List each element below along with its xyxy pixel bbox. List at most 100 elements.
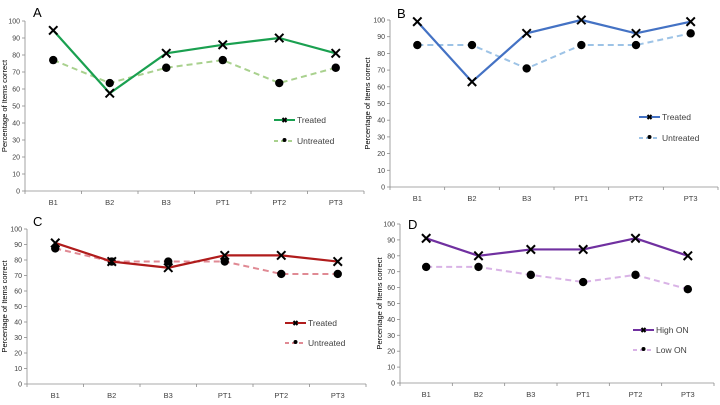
y-tick-label: 0 — [16, 189, 20, 196]
data-point-x-marker — [682, 250, 693, 261]
y-tick-label: 50 — [14, 304, 22, 311]
data-point-x-marker — [276, 250, 287, 261]
x-tick-label: PT3 — [331, 391, 345, 400]
x-tick-label: B1 — [422, 390, 431, 399]
legend-item: Treated — [639, 112, 691, 122]
x-tick-label: B2 — [474, 390, 483, 399]
data-point-circle-marker — [577, 40, 586, 50]
y-tick-label: 90 — [14, 242, 22, 249]
x-tick-label: B3 — [164, 391, 173, 400]
y-tick-label: 50 — [377, 101, 385, 108]
x-tick-label: B1 — [51, 391, 60, 400]
legend: Treated Untreated — [285, 318, 346, 348]
panel-c: C 0 10 20 30 40 50 60 70 80 90 100 B1 B2 B3 PT1 PT2 PT3 Pe… — [0, 214, 367, 400]
x-tick-label: PT2 — [274, 391, 288, 400]
data-point-x-marker — [332, 256, 343, 267]
panel-label: D — [408, 217, 417, 232]
data-point-x-marker — [48, 25, 59, 36]
y-tick-label: 30 — [377, 134, 385, 141]
legend-circle-marker — [641, 347, 646, 351]
y-tick-label: 20 — [377, 151, 385, 158]
y-tick-label: 60 — [377, 84, 385, 91]
data-point-x-marker — [50, 238, 61, 248]
y-tick-label: 90 — [377, 34, 385, 41]
legend-circle-marker — [293, 340, 298, 344]
data-point-circle-marker — [686, 29, 695, 38]
x-tick-label: B3 — [162, 198, 171, 207]
data-point-x-marker — [578, 244, 589, 255]
legend: High ON Low ON — [633, 325, 689, 355]
data-point-x-marker — [630, 233, 641, 244]
y-axis-label: Percentage of Items correct — [0, 59, 9, 152]
legend-item: Treated — [285, 318, 337, 328]
data-point-circle-marker — [522, 64, 531, 73]
y-tick-label: 100 — [373, 18, 385, 25]
y-tick-label: 100 — [10, 227, 22, 234]
data-point-circle-marker — [474, 262, 483, 272]
y-tick-label: 50 — [387, 301, 395, 308]
legend-item: Untreated — [274, 136, 335, 146]
x-tick-label: PT2 — [629, 194, 643, 203]
data-point-circle-marker — [164, 257, 173, 266]
data-point-x-marker — [106, 256, 117, 267]
data-point-circle-marker — [683, 284, 693, 294]
x-tick-label: PT1 — [218, 391, 232, 400]
y-axis-label: Percentage of Items correct — [375, 257, 384, 350]
legend-x-marker — [646, 114, 653, 120]
data-point-circle-marker — [162, 63, 171, 72]
series-line — [52, 29, 337, 95]
data-point-circle-marker — [331, 63, 340, 72]
y-tick-label: 80 — [14, 258, 22, 265]
data-point-circle-marker — [277, 269, 286, 279]
y-tick-label: 40 — [12, 121, 20, 128]
data-point-circle-marker — [333, 269, 342, 279]
data-point-x-marker — [219, 250, 230, 261]
x-tick-label: B2 — [467, 194, 476, 203]
data-point-x-marker — [685, 16, 696, 27]
data-point-circle-marker — [526, 270, 536, 280]
series-treated — [48, 25, 341, 99]
data-point-x-marker — [525, 244, 536, 255]
y-tick-label: 30 — [387, 333, 395, 340]
data-point-circle-marker — [220, 257, 229, 266]
legend-label: Treated — [662, 112, 691, 122]
data-point-circle-marker — [631, 40, 641, 50]
panel-d: D 0 10 20 30 40 50 60 70 80 90 100 B1 B2 B3 PT1 PT2 PT3 Pe… — [375, 217, 715, 399]
y-tick-label: 40 — [14, 320, 22, 327]
panel-a: A 0 10 20 30 40 50 60 70 80 90 100 B1 B2 B3 PT1 PT2 PT3 Pe… — [0, 5, 365, 207]
series-line — [54, 241, 338, 269]
x-tick-label: PT2 — [272, 198, 286, 207]
x-tick-label: B2 — [107, 391, 116, 400]
y-tick-label: 90 — [387, 237, 395, 244]
data-point-circle-marker — [49, 55, 58, 65]
y-tick-label: 20 — [14, 351, 22, 358]
series-line — [417, 32, 691, 70]
y-tick-label: 10 — [12, 172, 20, 179]
data-point-circle-marker — [421, 262, 431, 272]
y-tick-label: 90 — [12, 36, 20, 43]
data-point-x-marker — [412, 16, 423, 27]
data-point-x-marker — [163, 262, 174, 273]
legend-x-marker — [281, 117, 288, 123]
data-point-circle-marker — [218, 55, 227, 65]
x-tick-label: B3 — [522, 194, 531, 203]
y-tick-label: 20 — [387, 349, 395, 356]
x-tick-label: B1 — [49, 198, 58, 207]
y-tick-label: 40 — [387, 317, 395, 324]
series-untreated — [413, 29, 695, 73]
legend-label: Low ON — [656, 345, 687, 355]
y-tick-label: 0 — [381, 185, 385, 192]
data-point-x-marker — [467, 76, 477, 87]
series-line — [425, 237, 689, 257]
y-tick-label: 0 — [391, 381, 395, 388]
y-tick-label: 60 — [387, 285, 395, 292]
x-tick-label: B2 — [105, 198, 114, 207]
series-high-on — [421, 233, 693, 261]
legend: Treated Untreated — [639, 112, 700, 143]
y-tick-label: 20 — [12, 155, 20, 162]
y-tick-label: 30 — [14, 335, 22, 342]
y-tick-label: 70 — [12, 70, 20, 77]
data-point-x-marker — [473, 250, 484, 261]
series-line — [426, 265, 689, 291]
